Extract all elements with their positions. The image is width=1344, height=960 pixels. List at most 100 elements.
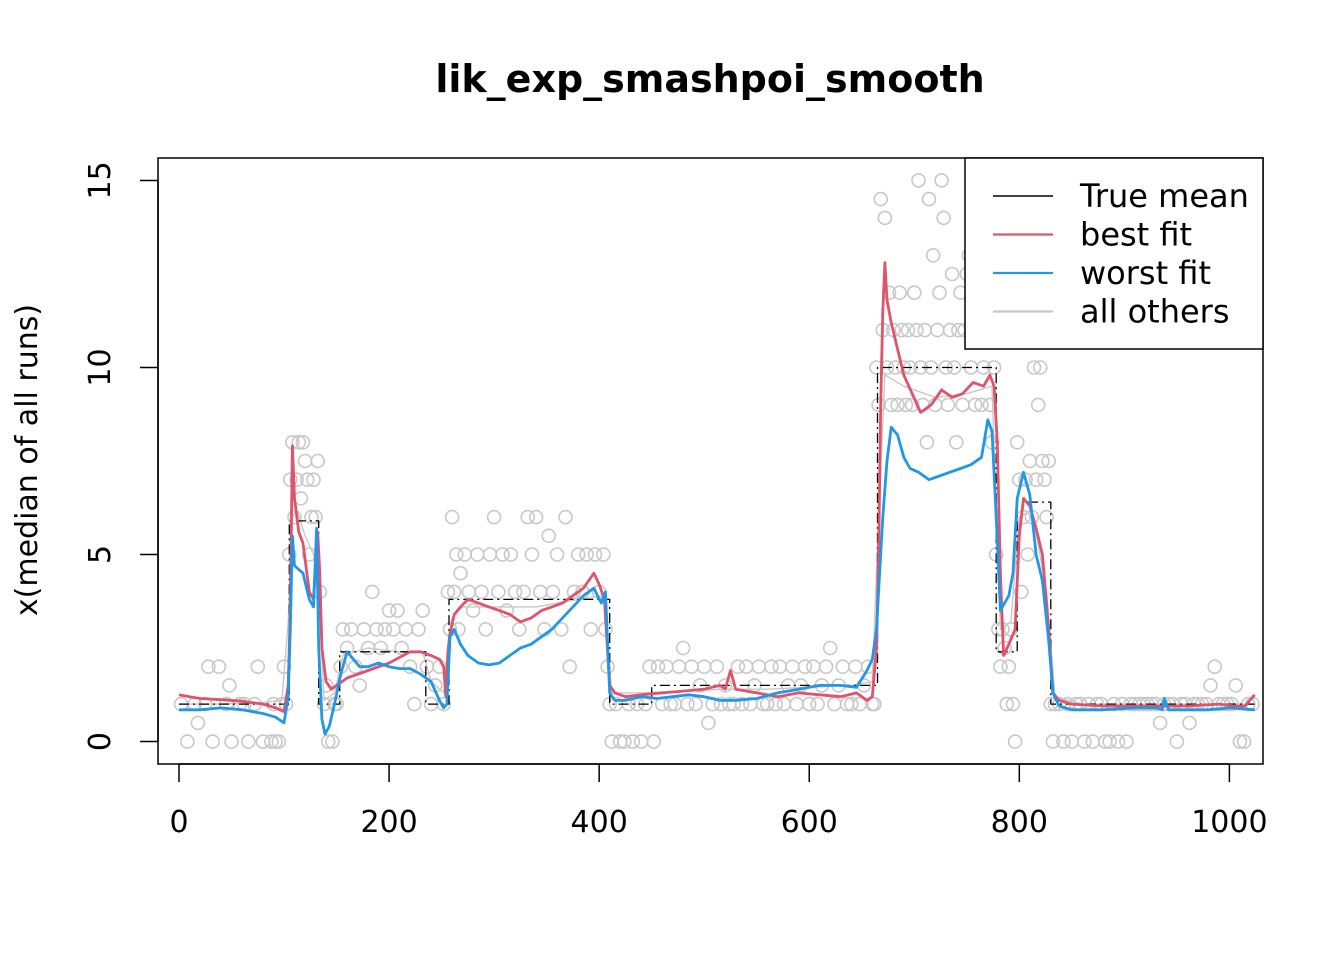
observation-point xyxy=(373,640,389,656)
observation-point xyxy=(1039,509,1054,525)
x-tick-label: 400 xyxy=(571,805,628,840)
observation-point xyxy=(1001,659,1017,675)
worst-fit-line xyxy=(179,418,1255,736)
observation-point xyxy=(478,621,494,637)
observation-point xyxy=(415,603,431,618)
observation-point xyxy=(264,734,279,749)
observation-point xyxy=(381,603,397,618)
observation-point xyxy=(642,659,657,675)
x-tick-label: 1000 xyxy=(1191,805,1267,840)
observation-point xyxy=(486,509,502,525)
observation-point xyxy=(211,659,227,675)
observation-point xyxy=(936,210,952,226)
observation-point xyxy=(1037,472,1052,488)
observation-point xyxy=(201,659,216,675)
observation-point xyxy=(900,322,916,338)
observation-point xyxy=(453,565,468,581)
observation-point xyxy=(948,434,964,450)
observation-point xyxy=(938,360,954,375)
observation-point xyxy=(974,397,989,413)
observation-point xyxy=(1018,472,1033,488)
observation-point xyxy=(180,734,195,749)
best-fit-line xyxy=(178,261,1256,713)
observation-point xyxy=(1045,734,1061,749)
observation-point xyxy=(909,322,924,338)
observation-point xyxy=(411,621,426,637)
observation-point xyxy=(553,621,569,637)
observation-point xyxy=(843,696,859,712)
y-axis-label: x(median of all runs) xyxy=(10,304,45,616)
observation-point xyxy=(688,696,704,712)
observation-point xyxy=(549,547,565,562)
observation-point xyxy=(1232,734,1248,749)
observation-point xyxy=(1119,734,1134,749)
observation-point xyxy=(335,621,351,637)
observation-point xyxy=(680,696,695,712)
observation-point xyxy=(304,509,319,525)
observation-point xyxy=(873,191,889,207)
observation-point xyxy=(993,659,1008,675)
observation-point xyxy=(377,621,393,637)
observation-point xyxy=(892,285,907,301)
x-tick-label: 200 xyxy=(360,805,417,840)
observation-point xyxy=(1033,360,1048,375)
legend-label: all others xyxy=(1080,293,1229,331)
observation-point xyxy=(934,173,949,188)
observation-point xyxy=(308,509,323,525)
observation-point xyxy=(474,584,489,600)
observation-point xyxy=(282,472,298,488)
observation-point xyxy=(944,266,960,282)
observation-point xyxy=(495,547,510,562)
observation-point xyxy=(1007,734,1023,749)
observation-point xyxy=(759,696,775,712)
observation-point xyxy=(440,584,456,600)
observation-point xyxy=(730,659,746,675)
observation-point xyxy=(625,734,641,749)
observation-point xyxy=(942,322,958,338)
observation-point xyxy=(1028,472,1044,488)
observation-point xyxy=(448,547,464,562)
observation-point xyxy=(650,659,666,675)
observation-point xyxy=(911,173,926,188)
observation-point xyxy=(675,640,691,656)
observation-point xyxy=(646,734,662,749)
observation-point xyxy=(883,397,899,413)
observation-point xyxy=(364,584,380,600)
y-axis: 0 5 10 15 xyxy=(83,161,159,751)
observation-point xyxy=(1203,678,1218,693)
x-axis: 0 200 400 600 800 1000 xyxy=(169,763,1268,840)
observation-point xyxy=(271,734,287,749)
observation-point xyxy=(241,734,256,749)
observation-point xyxy=(503,547,519,562)
observation-point xyxy=(444,509,460,525)
observation-point xyxy=(224,734,239,749)
observation-point xyxy=(898,397,914,413)
observation-point xyxy=(1005,696,1021,712)
observation-point xyxy=(701,715,716,731)
legend-label: True mean xyxy=(1079,177,1249,215)
observation-point xyxy=(1077,734,1092,749)
observation-point xyxy=(490,584,506,600)
observation-point xyxy=(562,659,578,675)
observation-point xyxy=(1102,734,1117,749)
observation-point xyxy=(541,528,557,544)
observation-point xyxy=(1182,715,1197,731)
observation-point xyxy=(1228,678,1243,693)
observation-point xyxy=(867,696,882,712)
observation-point xyxy=(579,547,594,562)
observation-point xyxy=(617,734,632,749)
observation-point xyxy=(369,621,384,637)
x-tick-label: 0 xyxy=(169,805,188,840)
y-tick-label: 10 xyxy=(83,348,118,386)
observation-point xyxy=(726,696,741,712)
observation-point xyxy=(1169,734,1185,749)
observation-point xyxy=(1014,584,1029,600)
observation-point xyxy=(940,397,956,413)
observation-point xyxy=(390,603,405,618)
y-tick-label: 5 xyxy=(83,545,118,564)
observation-point xyxy=(822,640,838,656)
observation-point xyxy=(925,248,941,263)
